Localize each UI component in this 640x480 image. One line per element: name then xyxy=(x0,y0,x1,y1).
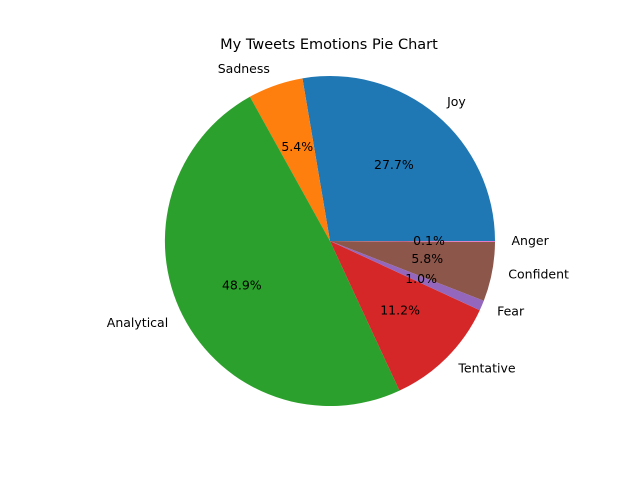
pie-slice-fear xyxy=(330,241,484,311)
slice-label-joy: Joy xyxy=(446,94,466,109)
slice-label-anger: Anger xyxy=(512,233,550,248)
slice-label-sadness: Sadness xyxy=(218,61,270,76)
percent-label-fear: 1.0% xyxy=(405,271,437,286)
slice-label-confident: Confident xyxy=(508,267,569,282)
pie-slice-sadness xyxy=(249,78,330,241)
percent-label-confident: 5.8% xyxy=(411,251,443,266)
percent-label-joy: 27.7% xyxy=(374,157,414,172)
percent-label-sadness: 5.4% xyxy=(281,139,313,154)
percent-label-analytical: 48.9% xyxy=(222,277,262,292)
percent-label-tentative: 11.2% xyxy=(380,302,420,317)
pie-slice-joy xyxy=(302,76,495,241)
chart-title: My Tweets Emotions Pie Chart xyxy=(220,37,438,53)
pie-slices xyxy=(164,76,496,407)
percent-label-anger: 0.1% xyxy=(413,233,445,248)
slice-label-tentative: Tentative xyxy=(457,361,515,376)
slice-labels: Joy Sadness Analytical Tentative Fear Confide… xyxy=(107,61,569,376)
percent-labels: 27.7% 5.4% 48.9% 11.2% 1.0% 5.8% 0.1% xyxy=(222,139,445,317)
slice-label-fear: Fear xyxy=(497,304,525,319)
pie-slice-tentative xyxy=(330,241,480,391)
pie-slice-analytical xyxy=(164,96,400,407)
pie-slice-confident xyxy=(330,241,495,301)
slice-label-analytical: Analytical xyxy=(107,315,168,330)
pie-slice-anger xyxy=(330,241,496,243)
